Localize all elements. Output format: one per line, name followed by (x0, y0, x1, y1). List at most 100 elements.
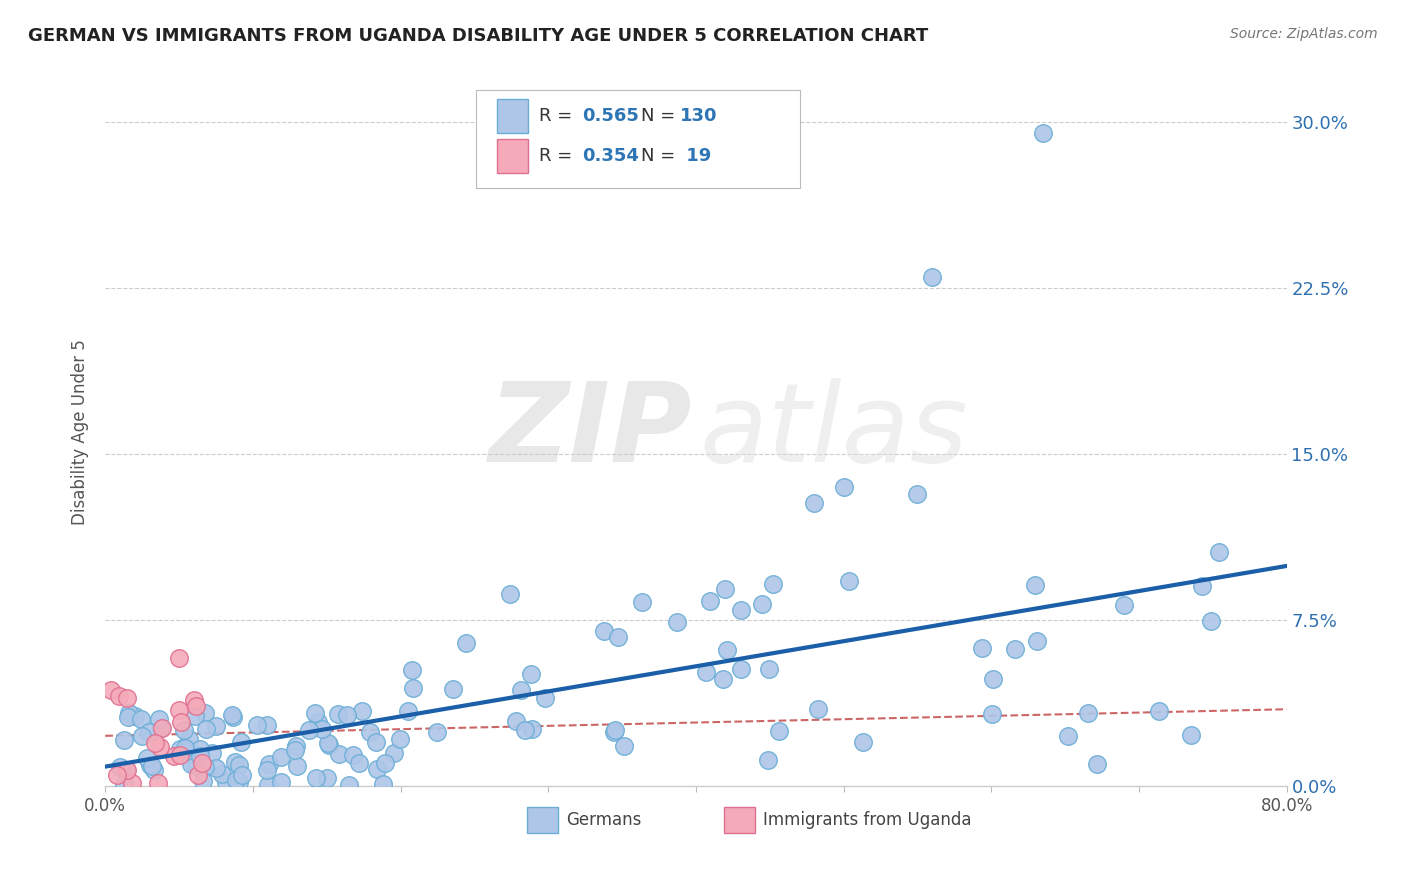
Point (382, 747, 405, 761)
Point (131, 729, 153, 743)
Point (1077, 706, 1099, 721)
Point (169, 741, 191, 756)
Point (304, 706, 326, 720)
Point (630, 595, 652, 609)
Text: 0.565: 0.565 (582, 107, 638, 125)
Point (184, 759, 207, 773)
Point (1199, 615, 1222, 629)
Point (193, 706, 215, 720)
Point (112, 777, 135, 791)
Point (695, 665, 717, 679)
Point (129, 712, 152, 726)
Point (316, 772, 339, 786)
Point (231, 735, 253, 749)
Point (336, 708, 359, 723)
Point (730, 602, 752, 616)
Point (366, 762, 388, 776)
Point (328, 747, 350, 761)
Point (326, 707, 349, 722)
Text: Source: ZipAtlas.com: Source: ZipAtlas.com (1230, 27, 1378, 41)
Text: Germans: Germans (567, 811, 643, 829)
Point (980, 706, 1002, 721)
Point (190, 756, 212, 771)
Point (211, 766, 233, 780)
Point (1191, 579, 1213, 593)
Point (117, 710, 139, 724)
Point (389, 731, 412, 746)
Point (347, 756, 370, 770)
Text: Immigrants from Uganda: Immigrants from Uganda (763, 811, 972, 829)
Point (699, 593, 721, 607)
Point (205, 761, 228, 775)
Point (180, 757, 202, 772)
Point (190, 742, 212, 756)
Point (228, 758, 250, 772)
Point (179, 731, 201, 746)
Point (1085, 756, 1108, 771)
Point (1024, 578, 1046, 592)
Point (714, 582, 737, 596)
Text: ZIP: ZIP (489, 378, 692, 485)
Point (305, 772, 328, 786)
Text: N =: N = (641, 107, 681, 125)
Point (318, 739, 340, 753)
Point (191, 774, 214, 789)
Point (284, 742, 307, 756)
Text: atlas: atlas (699, 378, 969, 485)
Point (201, 746, 224, 760)
Point (603, 724, 626, 739)
Point (807, 702, 830, 716)
Point (513, 723, 536, 737)
Point (499, 587, 522, 601)
Point (188, 748, 211, 763)
Point (613, 739, 636, 754)
Text: 19: 19 (681, 147, 711, 165)
Point (169, 747, 191, 762)
Point (169, 714, 191, 729)
Point (167, 650, 190, 665)
Point (173, 740, 195, 755)
Point (716, 642, 738, 657)
Point (256, 718, 278, 732)
Point (118, 706, 141, 721)
Point (121, 776, 143, 790)
Point (270, 749, 292, 764)
Text: 0.354: 0.354 (582, 147, 638, 165)
Point (666, 615, 689, 629)
Point (1056, 729, 1078, 743)
Point (337, 778, 360, 792)
Point (124, 709, 146, 723)
Text: 130: 130 (681, 107, 717, 125)
Point (149, 722, 172, 736)
Point (520, 722, 543, 736)
Point (149, 740, 172, 755)
Point (762, 577, 785, 591)
Point (228, 774, 250, 789)
Point (256, 763, 278, 777)
Point (143, 736, 166, 750)
Point (105, 768, 128, 782)
Point (426, 725, 449, 739)
Text: R =: R = (540, 107, 578, 125)
Point (607, 630, 630, 644)
Point (142, 763, 165, 777)
Point (108, 760, 131, 774)
Point (342, 747, 364, 762)
Point (107, 689, 129, 703)
Point (270, 775, 292, 789)
Point (150, 721, 173, 735)
Point (832, 480, 855, 494)
Point (730, 662, 752, 676)
Point (186, 699, 208, 714)
Point (183, 693, 205, 707)
Point (115, 763, 138, 777)
Point (1114, 599, 1136, 613)
Point (534, 691, 557, 706)
Point (100, 682, 122, 697)
Point (756, 753, 779, 767)
Point (972, 641, 994, 656)
Y-axis label: Disability Age Under 5: Disability Age Under 5 (72, 339, 89, 524)
Point (112, 732, 135, 747)
Point (225, 772, 247, 787)
Point (852, 735, 875, 749)
